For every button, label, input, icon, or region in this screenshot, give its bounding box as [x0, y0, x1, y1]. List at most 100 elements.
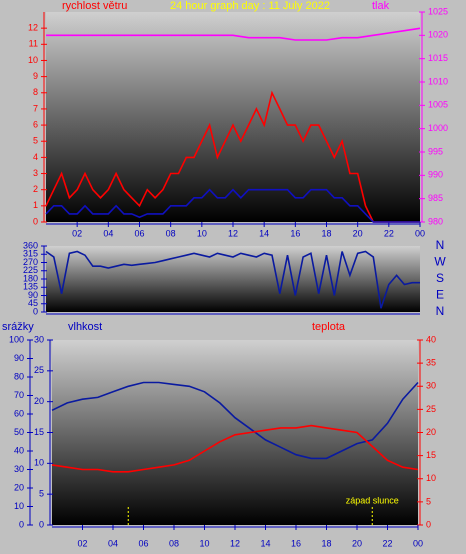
y-tick-label: 0	[19, 519, 24, 529]
x-tick-label: 00	[415, 228, 425, 238]
y2-tick-label: 5	[426, 496, 431, 506]
y2-tick-label: 15	[426, 450, 436, 460]
y-tick-label: 80	[14, 371, 24, 381]
y2-tick-label: 980	[428, 216, 443, 226]
y2-axis-label: teplota	[312, 321, 346, 333]
y2-tick-label: 1025	[428, 6, 448, 16]
x-tick-label: 20	[352, 538, 362, 548]
marker-label: západ slunce	[346, 495, 399, 505]
y-tick-label: 3	[33, 168, 38, 178]
y-tick-label: 270	[23, 257, 38, 267]
y-tick-label: 360	[23, 240, 38, 250]
y-axis-label: rychlost větru	[62, 0, 127, 12]
x-tick-label: 10	[199, 538, 209, 548]
x-tick-label: 14	[260, 538, 270, 548]
x-tick-label: 08	[166, 228, 176, 238]
y2-tick-label: 985	[428, 193, 443, 203]
y-tick-label: 9	[33, 71, 38, 81]
y-tick-label: 70	[14, 390, 24, 400]
y-tick-label: 4	[33, 152, 38, 162]
x-tick-label: 02	[72, 228, 82, 238]
y-tick-label: 90	[28, 290, 38, 300]
y2-tick-label: E	[436, 288, 444, 302]
x-tick-label: 04	[108, 538, 118, 548]
y2-tick-label: N	[436, 238, 445, 252]
y-tick-label: 100	[9, 334, 24, 344]
y-tick-label: 10	[14, 501, 24, 511]
y-tick-label: 60	[14, 408, 24, 418]
x-tick-label: 04	[103, 228, 113, 238]
x-tick-label: 22	[384, 228, 394, 238]
y-tick-label: 30	[14, 464, 24, 474]
y2-tick-label: 40	[426, 334, 436, 344]
y-tick-label: 6	[33, 119, 38, 129]
y2-tick-label: 20	[426, 427, 436, 437]
chart-title: 24 hour graph day : 11 July 2022	[170, 0, 330, 12]
plot-area	[46, 246, 420, 312]
x-tick-label: 08	[169, 538, 179, 548]
y3-tick-label: 20	[34, 396, 44, 406]
y-tick-label: 5	[33, 136, 38, 146]
y-tick-label: 2	[33, 184, 38, 194]
data-line	[45, 188, 420, 223]
y-tick-label: 50	[14, 427, 24, 437]
y2-tick-label: 1005	[428, 100, 448, 110]
y-axis-label: vlhkost	[68, 321, 102, 333]
y-tick-label: 0	[33, 216, 38, 226]
y-tick-label: 7	[33, 103, 38, 113]
y-tick-label: 180	[23, 273, 38, 283]
y-tick-label: 40	[14, 445, 24, 455]
x-tick-label: 10	[197, 228, 207, 238]
y3-tick-label: 30	[34, 334, 44, 344]
x-tick-label: 16	[291, 538, 301, 548]
x-tick-label: 02	[77, 538, 87, 548]
y3-tick-label: 15	[34, 427, 44, 437]
y2-tick-label: 30	[426, 381, 436, 391]
x-tick-label: 16	[290, 228, 300, 238]
y-tick-label: 11	[29, 39, 38, 49]
y2-tick-label: 0	[426, 519, 431, 529]
y-tick-label: 10	[28, 55, 38, 65]
y2-tick-label: 1020	[428, 30, 448, 40]
x-tick-label: 18	[321, 228, 331, 238]
y2-tick-label: 1000	[428, 123, 448, 133]
y-tick-label: 315	[23, 249, 38, 259]
data-line	[45, 250, 420, 309]
y-tick-label: 45	[28, 298, 38, 308]
y2-tick-label: S	[436, 271, 444, 285]
x-tick-label: 22	[382, 538, 392, 548]
y-tick-label: 225	[23, 265, 38, 275]
x-tick-label: 06	[134, 228, 144, 238]
y2-tick-label: 35	[426, 358, 436, 368]
x-tick-label: 20	[353, 228, 363, 238]
data-line	[46, 27, 421, 41]
y2-tick-label: 25	[426, 404, 436, 414]
y3-tick-label: 25	[34, 365, 44, 375]
x-tick-label: 06	[138, 538, 148, 548]
y3-axis-label: srážky	[2, 321, 34, 333]
y3-tick-label: 10	[34, 458, 44, 468]
y-tick-label: 20	[14, 482, 24, 492]
x-tick-label: 12	[230, 538, 240, 548]
y2-tick-label: 990	[428, 170, 443, 180]
y-tick-label: 1	[33, 200, 38, 210]
data-line	[45, 90, 420, 223]
data-line	[51, 381, 419, 460]
plot-area	[46, 12, 420, 222]
y2-tick-label: N	[436, 304, 445, 318]
y2-tick-label: 1015	[428, 53, 448, 63]
y-tick-label: 12	[28, 23, 38, 33]
y2-tick-label: W	[434, 255, 446, 269]
y-tick-label: 90	[14, 353, 24, 363]
y-tick-label: 8	[33, 87, 38, 97]
y3-tick-label: 0	[39, 519, 44, 529]
x-tick-label: 12	[228, 228, 238, 238]
y2-axis-label: tlak	[372, 0, 390, 12]
x-tick-label: 14	[259, 228, 269, 238]
x-tick-label: 18	[321, 538, 331, 548]
y-tick-label: 0	[33, 306, 38, 316]
x-tick-label: 00	[413, 538, 423, 548]
data-line	[51, 424, 419, 473]
y-tick-label: 135	[23, 282, 38, 292]
